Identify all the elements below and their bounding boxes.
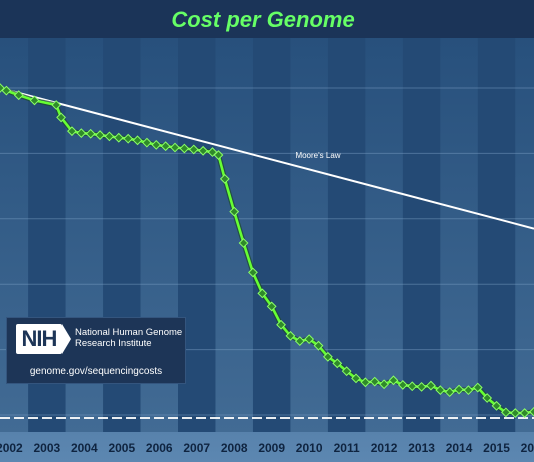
data-point: [238, 238, 249, 248]
data-point: [332, 358, 343, 369]
x-tick-label: 2011: [334, 441, 360, 455]
data-point: [132, 135, 143, 146]
data-point: [491, 400, 502, 411]
nih-arrow-icon: [62, 324, 71, 354]
data-point: [463, 385, 474, 396]
data-point: [248, 267, 258, 278]
data-point: [67, 126, 77, 137]
data-point: [397, 380, 408, 390]
data-point: [351, 373, 361, 384]
year-band: [290, 38, 328, 432]
year-band: [515, 38, 534, 432]
data-point: [170, 142, 180, 153]
x-axis-ticks: 2002 2003 2004 2005 2006 2007 2008 2009 2010 2011…: [0, 441, 534, 455]
data-point: [104, 131, 115, 142]
data-point: [500, 407, 511, 418]
data-point: [276, 319, 286, 330]
x-tick-label: 2012: [371, 441, 398, 455]
data-point: [29, 95, 40, 106]
x-tick-label: 2013: [408, 441, 435, 455]
data-point: [207, 147, 218, 157]
data-point: [304, 334, 315, 345]
x-tick-label: 2003: [33, 441, 60, 455]
x-tick-label: 2005: [108, 441, 135, 455]
data-point: [472, 382, 483, 393]
data-point: [257, 288, 268, 299]
x-tick-label: 2004: [71, 441, 98, 455]
data-point: [76, 128, 87, 139]
data-point: [341, 366, 352, 377]
year-band: [365, 38, 403, 432]
data-point: [188, 144, 199, 155]
data-point: [313, 340, 324, 351]
data-point: [56, 112, 66, 123]
data-point: [426, 380, 436, 391]
data-point: [285, 330, 296, 341]
data-point: [529, 406, 534, 417]
organization-name: National Human Genome Research Institute: [75, 327, 183, 349]
x-tick-label: 2002: [0, 441, 23, 455]
data-point: [360, 377, 371, 388]
title-bar: [0, 0, 534, 38]
data-point: [322, 351, 333, 362]
data-point: [444, 387, 455, 398]
data-point: [0, 83, 5, 93]
data-point: [407, 381, 418, 392]
x-tick-label: 2006: [146, 441, 173, 455]
source-url: genome.gov/sequencingcosts: [29, 366, 163, 377]
moores-law-line: [0, 87, 534, 230]
data-point: [416, 381, 427, 392]
data-point: [1, 85, 12, 96]
x-tick-label: 2015: [483, 441, 510, 455]
series: Moore's Law: [0, 83, 534, 418]
chart-title: Cost per Genome: [171, 7, 354, 32]
x-tick-label: 2014: [446, 441, 473, 455]
data-point: [113, 132, 124, 143]
data-point: [198, 145, 209, 156]
data-point: [141, 137, 152, 148]
moores-law-label: Moore's Law: [295, 151, 340, 160]
nih-logo-box: NIH National Human Genome Research Insti…: [6, 317, 186, 384]
data-point: [482, 393, 493, 403]
data-point: [213, 150, 224, 160]
data-point: [13, 90, 24, 101]
data-point: [160, 141, 171, 152]
data-point: [510, 408, 521, 418]
data-point: [266, 301, 277, 312]
data-point: [229, 206, 240, 217]
data-point: [151, 139, 162, 150]
grid: [0, 87, 534, 419]
data-point: [379, 379, 390, 390]
year-band: [440, 38, 478, 432]
data-point: [51, 100, 62, 110]
data-point: [369, 376, 380, 387]
data-point: [85, 128, 96, 139]
x-tick-label: 2009: [258, 441, 285, 455]
x-tick-label: 2016: [521, 441, 534, 455]
data-point: [219, 173, 230, 184]
year-band: [215, 38, 253, 432]
nih-logo: NIH: [16, 324, 62, 354]
data-point: [454, 384, 464, 395]
data-point: [435, 385, 446, 396]
data-point: [388, 375, 399, 386]
data-point: [123, 133, 134, 144]
x-tick-label: 2010: [296, 441, 323, 455]
data-point: [519, 408, 530, 418]
data-point: [95, 130, 105, 140]
x-tick-label: 2008: [221, 441, 248, 455]
x-tick-label: 2007: [183, 441, 210, 455]
data-point: [294, 336, 305, 347]
data-point: [179, 143, 190, 154]
